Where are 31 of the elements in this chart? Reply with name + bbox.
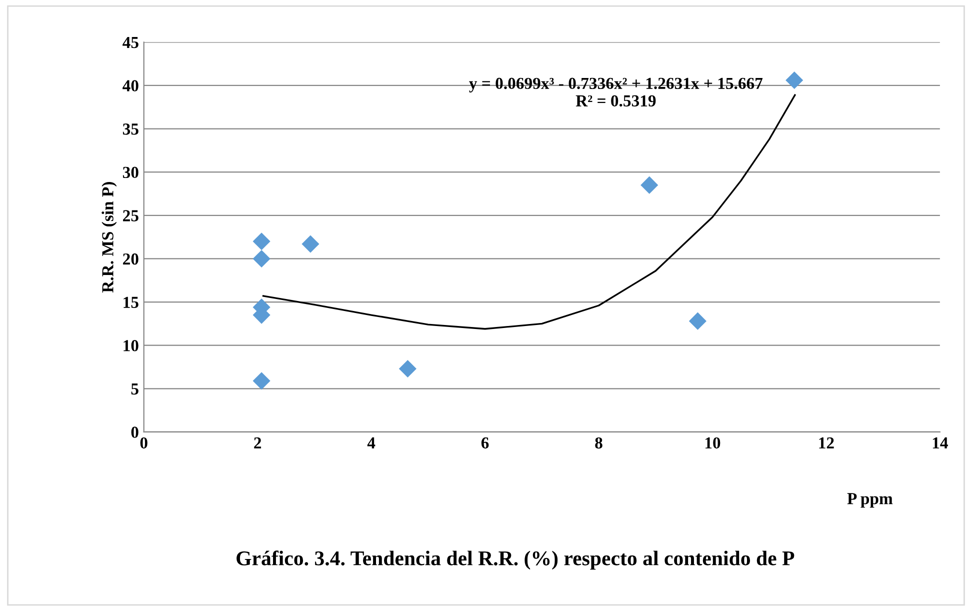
point — [786, 71, 804, 90]
point — [398, 360, 416, 378]
x-tick-label: 12 — [819, 437, 834, 448]
y-tick-label: 45 — [122, 36, 138, 48]
y-tick-label: 15 — [124, 296, 138, 308]
x-tick-label: 6 — [481, 437, 489, 449]
x-tick-label: 8 — [595, 437, 602, 449]
y-tick-label: 20 — [123, 253, 138, 265]
point — [252, 372, 270, 390]
point — [252, 250, 270, 268]
y-tick-label: 25 — [123, 210, 138, 222]
x-tick-label: 2 — [254, 437, 262, 448]
x-tick-label: 14 — [932, 437, 948, 448]
point — [302, 235, 320, 253]
y-tick-label: 35 — [122, 124, 138, 135]
x-tick-label: 10 — [705, 437, 720, 449]
y-tick-label: 0 — [131, 426, 138, 438]
annotation: y = 0.0699x³ - 0.7336x² + 1.2631x + 15.667 R² = 0.5319 — [469, 78, 763, 107]
point — [688, 312, 706, 330]
x-axis-title: P ppm — [847, 493, 893, 508]
point — [252, 232, 270, 250]
x-tick-label: 4 — [367, 437, 376, 448]
point — [640, 176, 658, 194]
y-tick-label: 40 — [122, 80, 138, 92]
x-tick-label: 0 — [140, 437, 148, 449]
y-tick-label: 5 — [131, 384, 138, 395]
line-series — [262, 94, 796, 330]
y-axis-title: R.R. MS (sin P) — [102, 182, 117, 293]
text: Gráfico. 3.4. Tendencia del R.R. (%) respecto al contenido de P — [236, 550, 794, 570]
y-tick-label: 10 — [124, 340, 138, 352]
y-tick-label: 30 — [122, 166, 138, 178]
